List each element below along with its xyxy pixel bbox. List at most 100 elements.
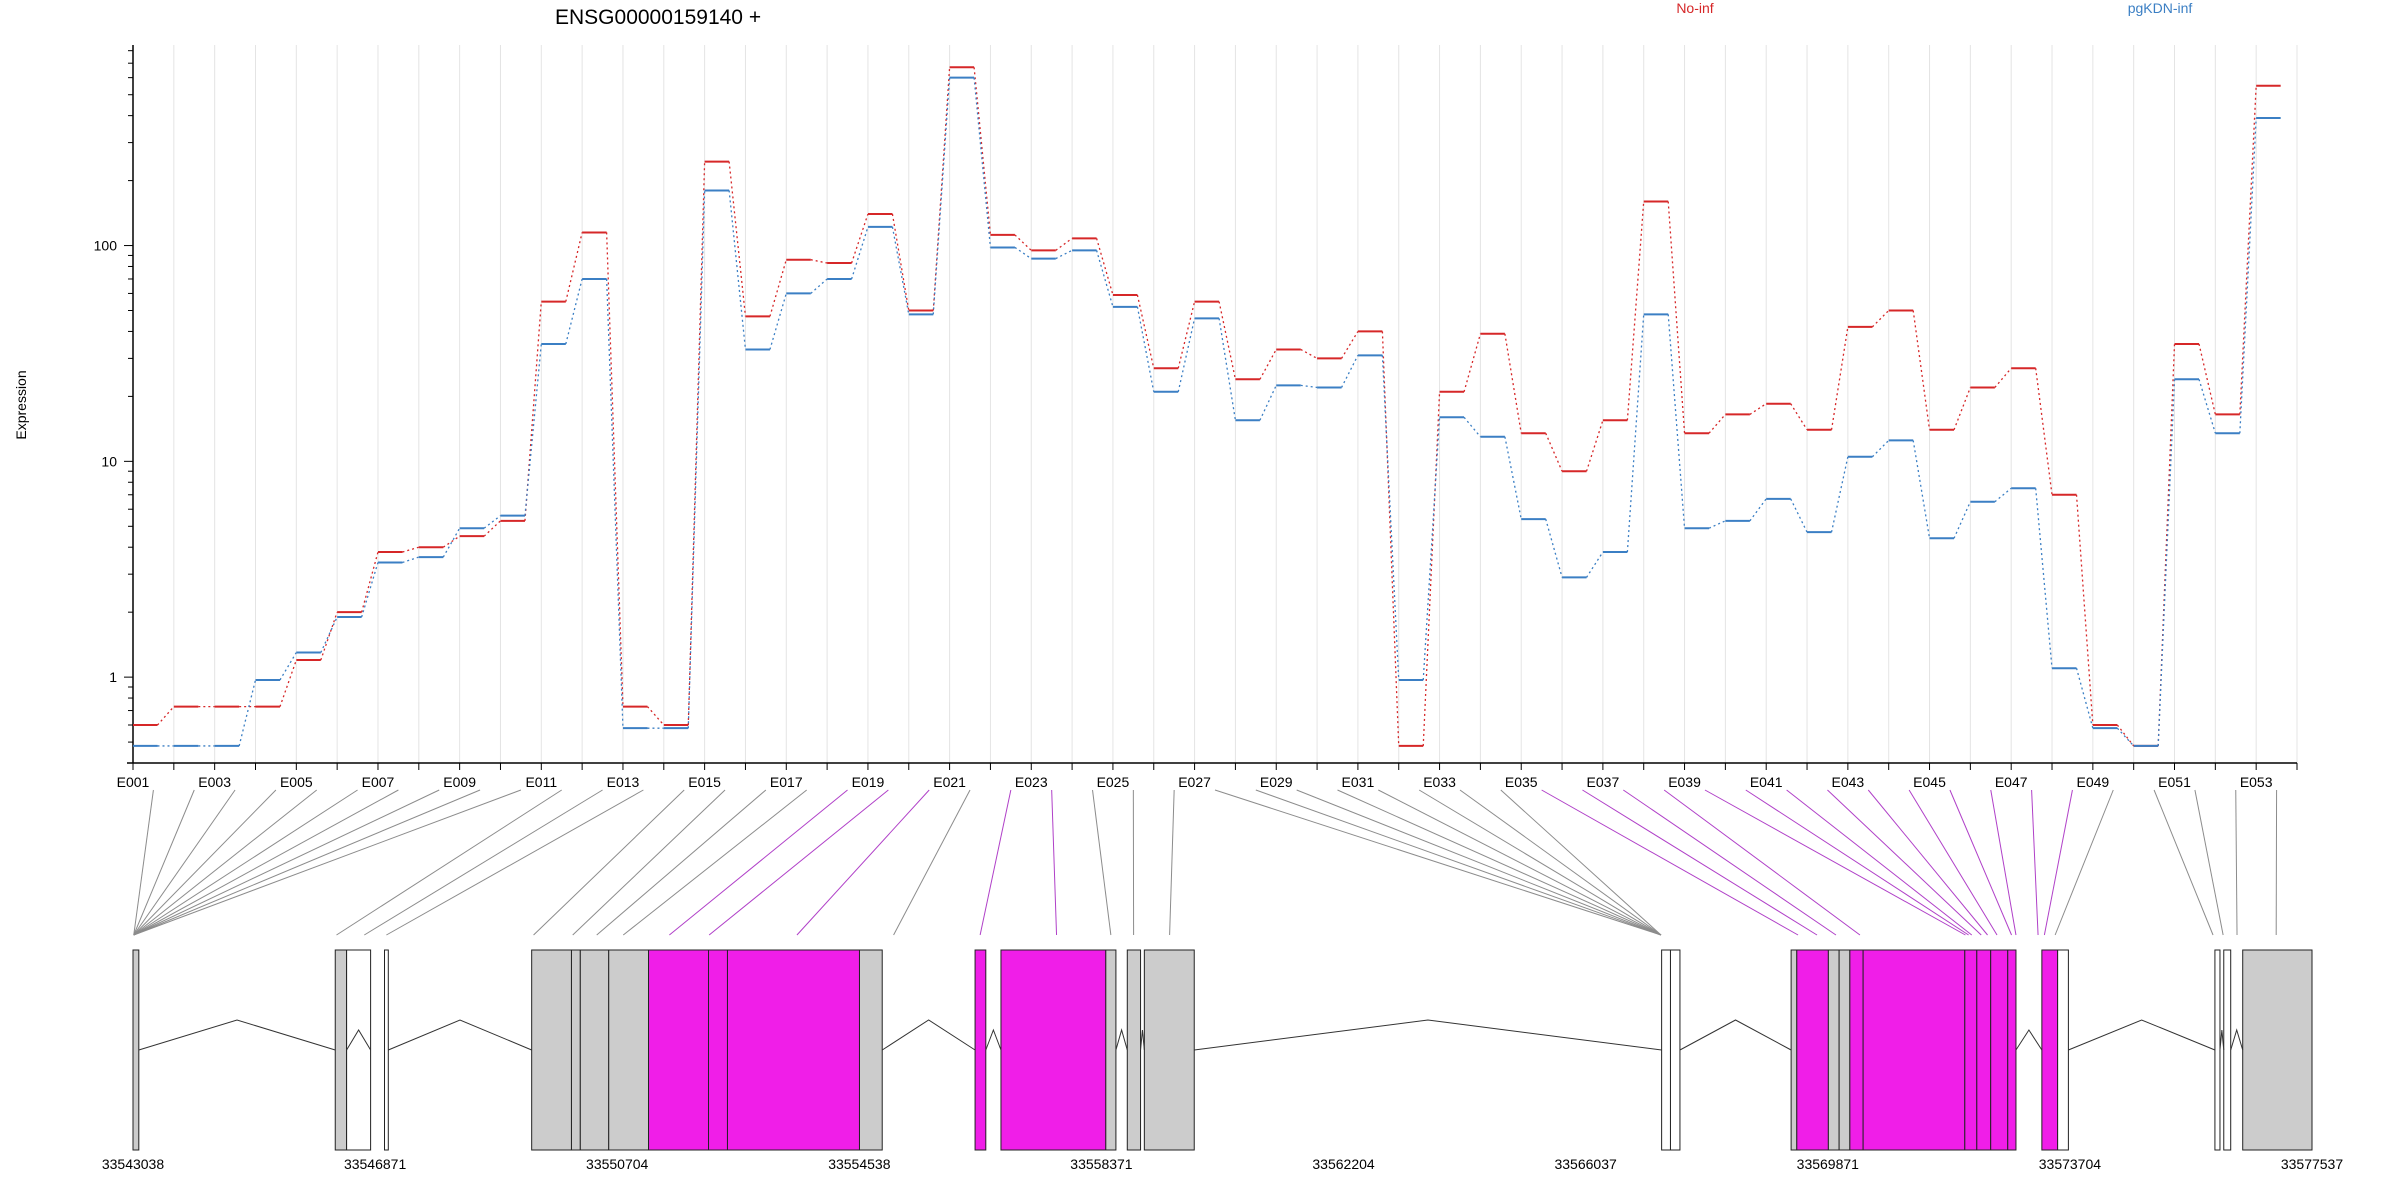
x-tick-label: E053 xyxy=(2240,774,2273,790)
x-tick-label: E011 xyxy=(525,774,557,790)
series-connector xyxy=(1545,518,1563,578)
series-connector xyxy=(2075,494,2094,726)
exon-connector-line xyxy=(1908,789,1998,936)
intron-line xyxy=(985,1028,1002,1051)
y-tick-label: 10 xyxy=(101,453,117,469)
exon-box xyxy=(132,949,140,1151)
x-tick-label: E019 xyxy=(852,774,885,790)
exon-connector-line xyxy=(1337,789,1662,936)
exon-box xyxy=(2007,949,2017,1151)
series-connector xyxy=(1626,314,1645,553)
series-connector xyxy=(1504,333,1522,434)
series-connector xyxy=(1994,367,2012,388)
x-tick-label: E027 xyxy=(1178,774,1211,790)
genomic-tick-label: 33566037 xyxy=(1554,1156,1617,1172)
y-axis-label: Expression xyxy=(13,370,29,439)
exon-connector-line xyxy=(133,789,277,936)
series-connector xyxy=(2035,488,2053,669)
series-connector xyxy=(279,659,297,707)
intron-line xyxy=(1140,1029,1145,1051)
exon-connector-line xyxy=(596,789,767,936)
exon-connector-line xyxy=(1582,789,1818,936)
intron-line xyxy=(1115,1028,1128,1051)
series-connector xyxy=(1708,413,1726,434)
exon-connector-line xyxy=(133,789,522,936)
genomic-tick-label: 33573704 xyxy=(2039,1156,2102,1172)
x-tick-label: E015 xyxy=(688,774,721,790)
intron-line xyxy=(1194,1019,1662,1051)
exon-connector-line xyxy=(669,789,848,936)
series-connector xyxy=(1341,331,1359,359)
series-lines xyxy=(133,66,2281,747)
exon-connector-line xyxy=(2235,789,2238,936)
exon-box xyxy=(1105,949,1117,1151)
series-connector xyxy=(1259,349,1277,380)
exon-connector-line xyxy=(1623,789,1837,936)
exon-connector-line xyxy=(1378,789,1662,936)
exon-box xyxy=(1143,949,1195,1151)
exon-box xyxy=(726,949,860,1151)
exon-connector-line xyxy=(1949,789,2013,936)
series-connector xyxy=(1749,403,1767,415)
series-connector xyxy=(1749,498,1767,522)
exon-connector-line xyxy=(1459,789,1662,936)
exon-box xyxy=(570,949,581,1151)
x-ticks: E001 E003 E005 E007 E009 E011 E013 E015 E017 E019… xyxy=(117,763,2298,790)
exon-box xyxy=(2242,949,2313,1151)
exon-box xyxy=(1964,949,1978,1151)
series-connector xyxy=(1463,416,1481,438)
series-connector xyxy=(1014,246,1032,260)
series-pgkdn-inf xyxy=(133,76,2281,747)
exon-connector-line xyxy=(622,789,808,936)
series-connector xyxy=(1953,387,1971,431)
series-connector xyxy=(2116,727,2135,747)
exon-connector-line xyxy=(1745,789,1969,936)
exon-box xyxy=(384,949,389,1151)
series-connector xyxy=(850,226,869,280)
x-tick-label: E013 xyxy=(607,774,640,790)
series-connector xyxy=(1300,348,1318,359)
exon-connector-line xyxy=(1418,789,1662,936)
series-connector xyxy=(1667,201,1686,434)
exon-connector-line xyxy=(1214,789,1662,936)
series-connector xyxy=(320,611,338,661)
series-connector xyxy=(1136,306,1155,392)
exon-connector-line xyxy=(1867,789,1988,936)
series-connector xyxy=(1463,333,1482,392)
exon-connector-line xyxy=(979,789,1012,936)
exon-connectors xyxy=(133,789,2278,936)
genomic-tick-label: 33543038 xyxy=(102,1156,165,1172)
exon-box xyxy=(579,949,610,1151)
series-connector xyxy=(402,556,420,564)
series-connector xyxy=(483,520,501,537)
exon-box xyxy=(1669,949,1681,1151)
series-connector xyxy=(973,77,992,248)
series-connector xyxy=(728,190,747,350)
series-connector xyxy=(238,679,257,747)
series-connector xyxy=(769,259,787,317)
x-tick-label: E051 xyxy=(2158,774,2191,790)
series-connector xyxy=(1586,551,1604,578)
legend-entry-no-inf: No-inf xyxy=(1676,0,1713,16)
exon-box xyxy=(1976,949,1992,1151)
exon-connector-line xyxy=(572,789,726,936)
exon-box xyxy=(1849,949,1864,1151)
exon-connector-line xyxy=(336,789,562,936)
exon-connector-line xyxy=(1786,789,1973,936)
series-connector xyxy=(1830,326,1849,430)
x-tick-label: E049 xyxy=(2076,774,2109,790)
series-connector xyxy=(2198,343,2216,415)
series-connector xyxy=(442,527,461,558)
y-tick-label: 100 xyxy=(94,238,118,254)
series-no-inf xyxy=(133,66,2281,747)
x-tick-label: E031 xyxy=(1342,774,1375,790)
series-connector xyxy=(565,278,583,345)
x-tick-label: E041 xyxy=(1750,774,1783,790)
exon-connector-line xyxy=(2153,789,2214,936)
series-connector xyxy=(605,232,624,707)
series-connector xyxy=(810,278,828,294)
exon-box xyxy=(1990,949,2009,1151)
series-connector xyxy=(524,301,542,521)
exon-box xyxy=(2041,949,2059,1151)
exon-connector-line xyxy=(386,789,644,936)
